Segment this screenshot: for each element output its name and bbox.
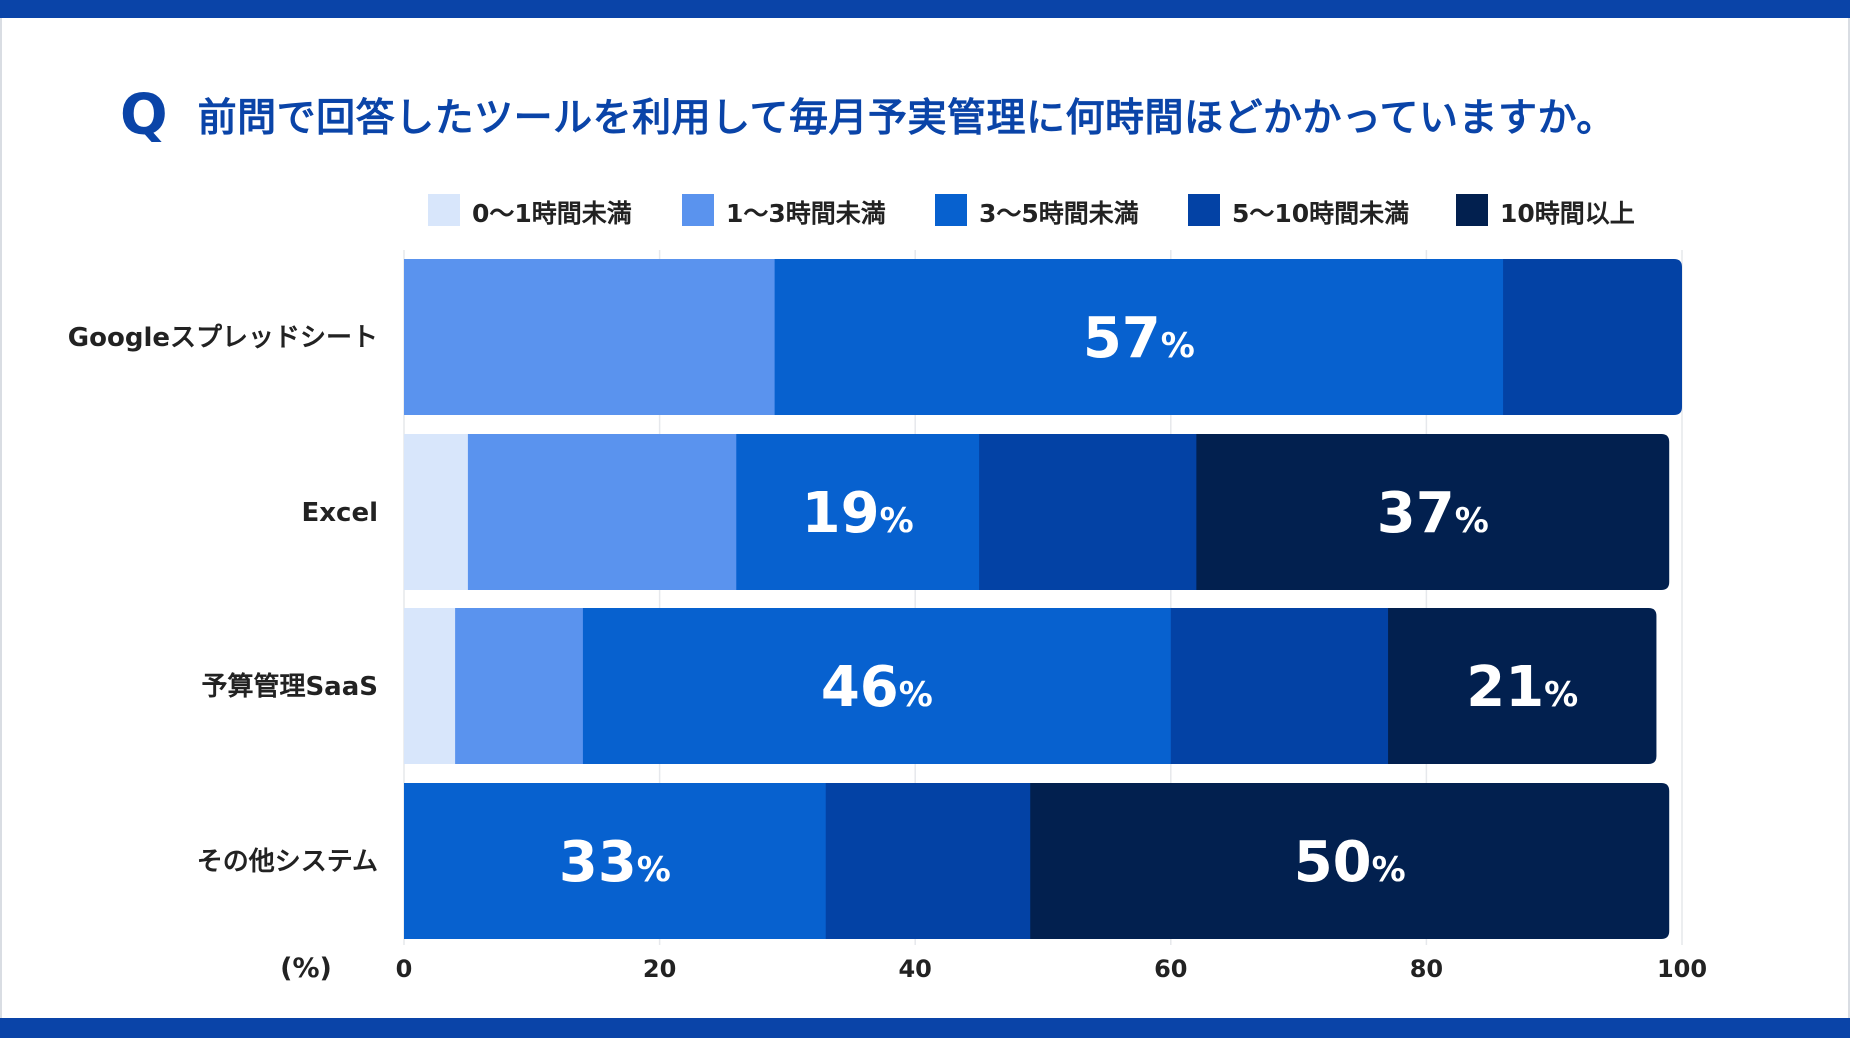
data-label: 46% [821, 655, 933, 720]
legend-swatch [1188, 194, 1220, 226]
bar-segment [467, 434, 737, 590]
data-label: 33% [559, 830, 671, 895]
x-tick-label: 100 [1657, 955, 1707, 983]
axis-unit-label: (%) [280, 953, 332, 984]
bar-segment [404, 434, 469, 590]
bar-segment [404, 259, 776, 415]
data-label: 50% [1294, 830, 1406, 895]
x-tick-label: 20 [643, 955, 676, 983]
bar-segment [1170, 608, 1389, 764]
x-tick-label: 40 [898, 955, 931, 983]
category-label: Googleスプレッドシート [68, 323, 378, 353]
top-accent-bar [0, 0, 1850, 18]
category-label: その他システム [197, 847, 378, 877]
x-tick-label: 60 [1154, 955, 1187, 983]
category-label: 予算管理SaaS [201, 671, 378, 702]
bar-segment [404, 608, 456, 764]
data-label: 57% [1083, 306, 1195, 371]
legend-swatch [428, 194, 460, 226]
category-label: Excel [302, 498, 379, 528]
left-border [0, 18, 2, 1018]
bar-segment [1030, 783, 1670, 939]
bar-segment [582, 608, 1172, 764]
right-border [1848, 18, 1850, 1018]
x-tick-label: 0 [396, 955, 413, 983]
data-label: 21% [1466, 655, 1578, 720]
legend-label: 0〜1時間未満 [472, 199, 632, 228]
bar-segment [1388, 608, 1657, 764]
legend-label: 10時間以上 [1500, 199, 1635, 228]
legend-label: 3〜5時間未満 [979, 199, 1139, 228]
legend-swatch [935, 194, 967, 226]
bar-segment [1503, 259, 1682, 415]
legend-swatch [1456, 194, 1488, 226]
legend-swatch [682, 194, 714, 226]
bar-segment [736, 434, 980, 590]
question-text: 前問で回答したツールを利用して毎月予実管理に何時間ほどかかっていますか。 [197, 96, 1616, 141]
legend-label: 1〜3時間未満 [726, 199, 886, 228]
bottom-accent-bar [0, 1018, 1850, 1038]
bar-segment [404, 783, 827, 939]
bar-segment [1196, 434, 1670, 590]
bar-segment [825, 783, 1031, 939]
x-tick-label: 80 [1410, 955, 1443, 983]
data-label: 19% [802, 481, 914, 546]
bar-segment [979, 434, 1197, 590]
legend-label: 5〜10時間未満 [1232, 199, 1409, 228]
chart-title: Q 前問で回答したツールを利用して毎月予実管理に何時間ほどかかっていますか。 [120, 80, 1760, 150]
bar-segment [455, 608, 584, 764]
bar-segment [774, 259, 1504, 415]
data-label: 37% [1377, 481, 1489, 546]
question-marker: Q [120, 82, 168, 148]
